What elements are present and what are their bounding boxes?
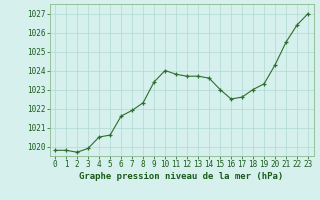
X-axis label: Graphe pression niveau de la mer (hPa): Graphe pression niveau de la mer (hPa) [79,172,284,181]
